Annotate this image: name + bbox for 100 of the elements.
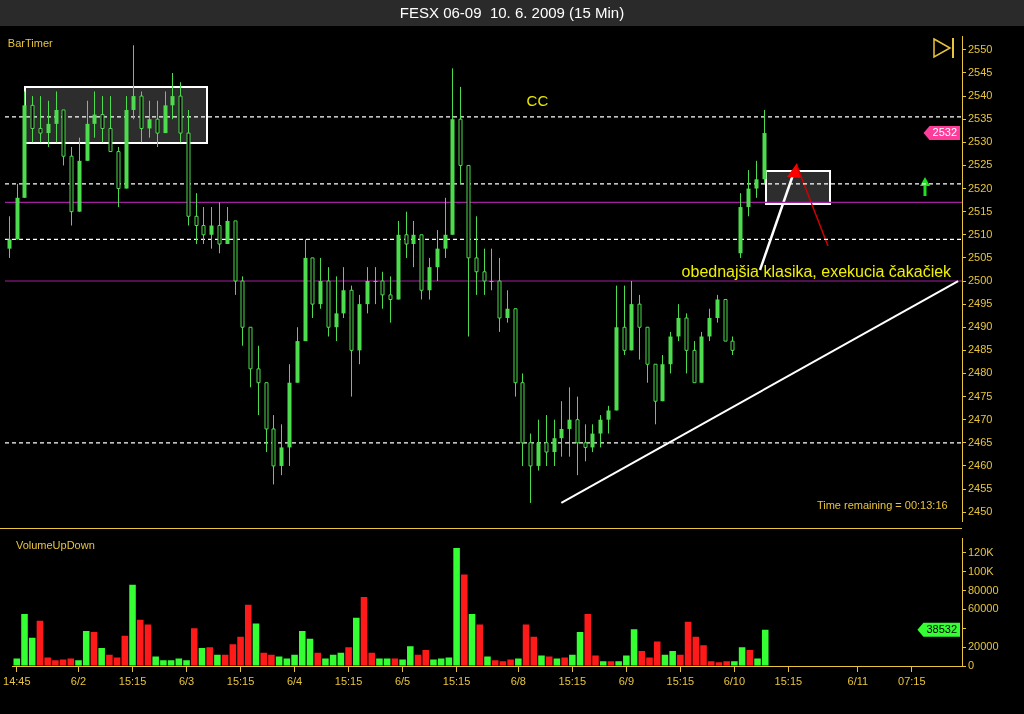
y-tick-label: 2505 [968,250,993,263]
bar [221,654,229,666]
y-tick-label: 0 [968,659,975,672]
candlestick [715,294,720,324]
candlestick [544,414,549,467]
x-tick-label: 14:45 [3,674,31,687]
candlestick [489,248,494,291]
y-tick-label: 2520 [968,181,993,194]
y-tick-label: 2450 [968,505,993,518]
candlestick [505,289,510,324]
x-tick-label: 15:15 [774,674,803,687]
bar [491,660,499,666]
y-tick-label: 2515 [968,204,993,217]
candlestick [194,192,199,245]
x-tick-label: 6/10 [723,674,746,687]
candlestick [225,206,230,245]
candlestick [341,266,346,319]
candlestick [373,266,378,305]
candlestick [209,206,214,250]
bar [553,658,561,666]
y-tick-label: 2455 [968,482,993,495]
candlestick [92,90,97,139]
bar [545,656,553,666]
candlestick [536,419,541,472]
candlestick [7,215,12,259]
y-tick-label: 2485 [968,343,993,356]
candlestick [334,275,339,342]
candlestick [746,169,751,217]
y-tick-label: 2460 [968,458,993,471]
x-tick-label: 15:15 [334,674,363,687]
candlestick [474,215,479,296]
candlestick [155,100,160,148]
y-tick-label: 120K [968,545,995,558]
candlestick [707,308,712,342]
bar [345,647,352,666]
x-tick-label: 6/11 [847,674,869,687]
candlestick [552,419,557,467]
y-tick-label: 2550 [968,42,993,55]
candlestick [404,211,409,259]
y-tick-label: 2525 [968,158,993,171]
annotation: obednajšia klasika, exekucia čakačiek [681,263,953,281]
bar [198,648,206,666]
bar [121,635,129,666]
x-tick-label: 6/3 [178,674,195,687]
chart-title: VolumeUpDown [15,539,95,552]
bar [353,617,360,666]
bar [538,655,545,666]
y-tick-label: 2510 [968,227,993,240]
candlestick [411,220,416,268]
annotation: Time remaining = 00:13:16 [816,498,948,511]
candlestick [256,345,261,416]
candlestick [435,229,440,282]
annotation: 2532 [932,126,958,139]
y-tick-label: 20000 [968,640,999,653]
bar [607,661,615,666]
bar [90,632,98,666]
y-tick-label: 2540 [968,89,993,102]
candlestick [598,414,603,448]
x-tick-label: 15:15 [558,674,587,687]
candlestick [583,423,588,462]
y-tick-label: 2530 [968,135,993,148]
candlestick [217,201,222,254]
bar [275,656,283,666]
x-tick-label: 6/2 [70,674,87,687]
bar [476,624,484,666]
candlestick [388,275,393,324]
candlestick [131,44,136,120]
y-tick-label: 2545 [968,66,993,79]
x-tick-label: 15:15 [118,674,147,687]
bar [129,584,136,666]
candlestick [575,396,580,476]
bar [746,649,754,666]
candlestick [590,423,595,453]
annotation: 38532 [926,622,958,635]
x-tick-label: 15:15 [226,674,255,687]
y-tick-label: 2495 [968,297,993,310]
candlestick [637,294,642,361]
bar [190,628,198,666]
candlestick [46,100,51,148]
bar [337,652,345,666]
candlestick [365,266,370,314]
y-tick-label: 60000 [968,602,999,615]
y-tick-label: 2470 [968,412,993,425]
bar [314,652,321,666]
bar [206,647,213,666]
candlestick [170,72,175,120]
x-tick-label: 15:15 [666,674,695,687]
bar [67,658,75,666]
y-tick-label: 2500 [968,274,993,287]
candlestick [443,197,448,259]
bar [98,648,105,666]
x-tick-label: 6/5 [394,674,411,687]
bar [484,656,491,666]
x-tick-label: 15:15 [442,674,471,687]
chart-title: FESX 06-09 10. 6. 2009 (15 Min) [0,0,1024,26]
y-tick-label: 2480 [968,366,993,379]
candlestick [567,386,572,458]
y-tick-label: 2475 [968,389,993,402]
candlestick [380,271,385,310]
bar [561,657,568,666]
